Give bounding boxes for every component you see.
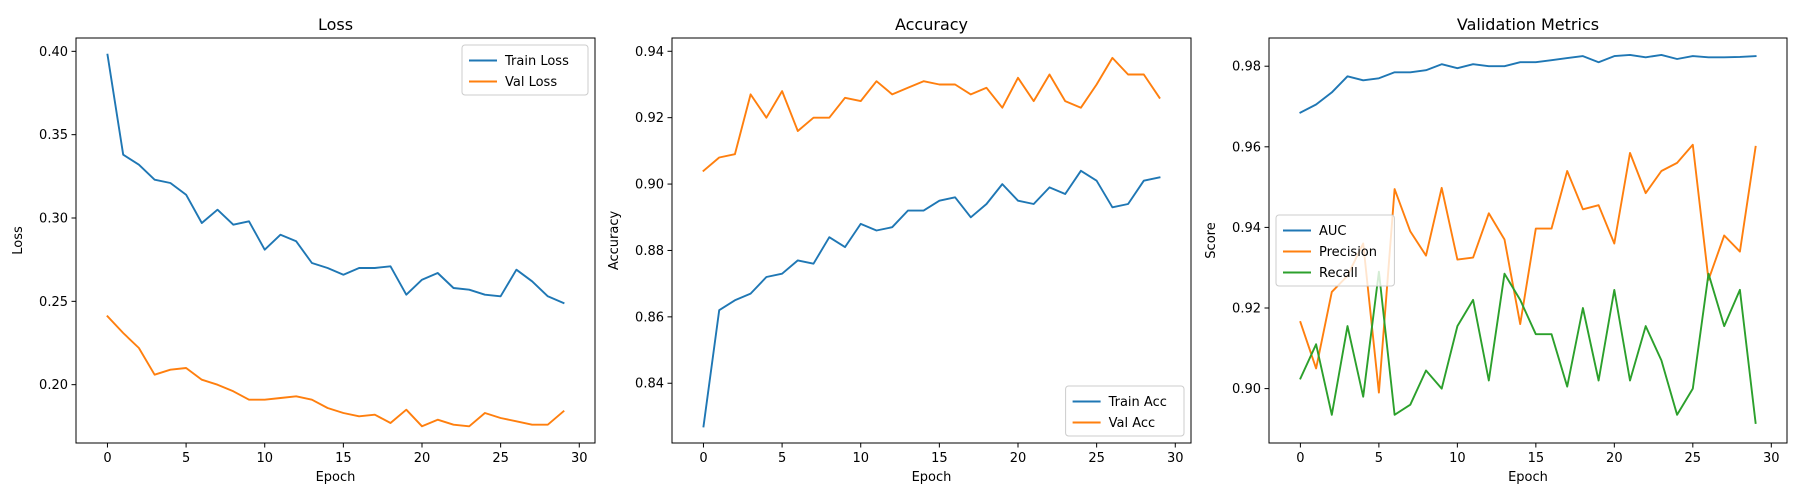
legend-label: Val Acc xyxy=(1109,416,1156,431)
x-tick-label: 15 xyxy=(1528,451,1545,466)
x-axis-label: Epoch xyxy=(912,470,952,485)
series-line-train-acc xyxy=(702,169,1161,428)
legend: AUC Precision Recall xyxy=(1275,214,1395,287)
x-tick-label: 25 xyxy=(492,451,509,466)
legend-label: AUC xyxy=(1319,224,1347,239)
y-tick-label: 0.84 xyxy=(635,377,664,392)
x-tick-label: 0 xyxy=(699,451,707,466)
y-tick-label: 0.94 xyxy=(1232,221,1261,236)
y-tick-label: 0.35 xyxy=(39,128,68,143)
legend-box xyxy=(1065,385,1185,437)
legend-box xyxy=(1275,214,1395,287)
x-tick-label: 30 xyxy=(571,451,588,466)
axes-frame xyxy=(671,37,1192,444)
y-tick-label: 0.88 xyxy=(635,244,664,259)
chart-title: Accuracy xyxy=(895,15,968,34)
axes-frame xyxy=(75,37,596,444)
y-axis-label: Accuracy xyxy=(607,211,622,271)
x-tick-label: 10 xyxy=(256,451,273,466)
legend: Train Acc Val Acc xyxy=(1065,385,1185,437)
y-tick-label: 0.92 xyxy=(635,111,664,126)
chart-title: Validation Metrics xyxy=(1457,15,1599,34)
y-axis-label: Loss xyxy=(11,226,26,255)
x-axis-label: Epoch xyxy=(1508,470,1548,485)
y-tick-label: 0.86 xyxy=(635,310,664,325)
chart-panel-1: 0 5 10 15 20 25 30 0.84 0.86 0.88 0.90 0.92 0.94 Accu… xyxy=(607,15,1192,485)
y-tick-label: 0.90 xyxy=(1232,382,1261,397)
x-tick-label: 5 xyxy=(1375,451,1383,466)
x-tick-label: 20 xyxy=(1606,451,1623,466)
x-axis-label: Epoch xyxy=(316,470,356,485)
series-line-precision xyxy=(1299,143,1757,394)
x-tick-label: 5 xyxy=(778,451,786,466)
x-tick-label: 25 xyxy=(1685,451,1702,466)
y-tick-label: 0.96 xyxy=(1232,140,1261,155)
x-tick-label: 30 xyxy=(1763,451,1780,466)
legend-label: Train Acc xyxy=(1108,395,1167,410)
x-tick-label: 0 xyxy=(103,451,111,466)
y-tick-label: 0.30 xyxy=(39,212,68,227)
series-line-recall xyxy=(1299,270,1757,424)
x-tick-label: 10 xyxy=(852,451,869,466)
series-line-val-loss xyxy=(106,314,565,428)
y-tick-label: 0.92 xyxy=(1232,302,1261,317)
y-tick-label: 0.20 xyxy=(39,378,68,393)
x-tick-label: 20 xyxy=(1010,451,1027,466)
x-tick-label: 20 xyxy=(414,451,431,466)
x-tick-label: 10 xyxy=(1449,451,1466,466)
y-tick-label: 0.94 xyxy=(635,45,664,60)
chart-title: Loss xyxy=(318,15,353,34)
legend-label: Val Loss xyxy=(505,75,557,90)
x-tick-label: 25 xyxy=(1088,451,1105,466)
x-tick-label: 15 xyxy=(931,451,948,466)
y-tick-label: 0.90 xyxy=(635,178,664,193)
legend-label: Precision xyxy=(1319,245,1377,260)
x-tick-label: 30 xyxy=(1167,451,1184,466)
y-tick-label: 0.25 xyxy=(39,295,68,310)
series-line-val-acc xyxy=(702,56,1161,173)
chart-panel-2: 0 5 10 15 20 25 30 0.90 0.92 0.94 0.96 0.98 Validati… xyxy=(1204,15,1788,485)
legend: Train Loss Val Loss xyxy=(461,44,589,96)
chart-panel-0: 0 5 10 15 20 25 30 0.20 0.25 0.30 0.35 0.40 Loss Epoc… xyxy=(11,15,596,485)
x-tick-label: 0 xyxy=(1296,451,1304,466)
axes-frame xyxy=(1268,37,1788,444)
legend-label: Train Loss xyxy=(504,54,569,69)
legend-box xyxy=(461,44,589,96)
y-tick-label: 0.98 xyxy=(1232,60,1261,75)
y-tick-label: 0.40 xyxy=(39,45,68,60)
x-tick-label: 15 xyxy=(335,451,352,466)
legend-label: Recall xyxy=(1319,266,1358,281)
series-line-auc xyxy=(1299,53,1757,114)
series-line-train-loss xyxy=(106,53,565,305)
x-tick-label: 5 xyxy=(182,451,190,466)
y-axis-label: Score xyxy=(1204,222,1219,258)
